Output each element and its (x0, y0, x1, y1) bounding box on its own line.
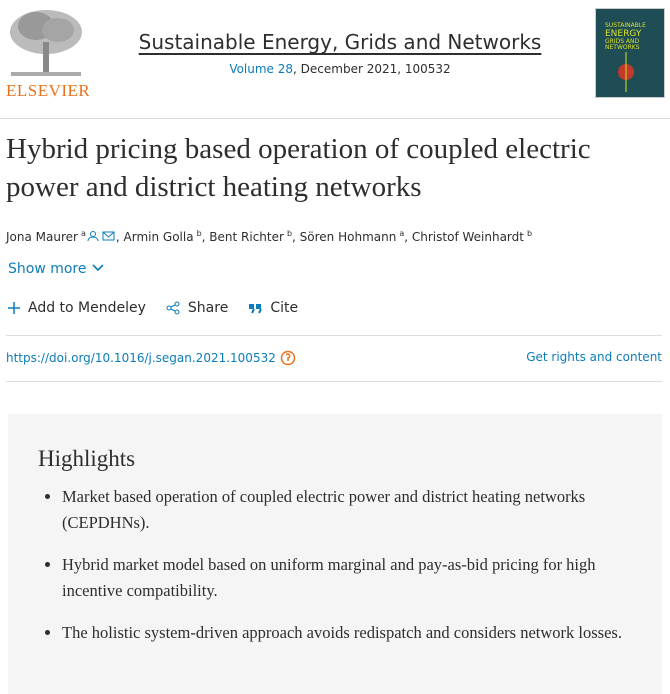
separator: , (404, 230, 409, 244)
affiliation-mark: a (399, 229, 405, 238)
plus-icon (8, 302, 20, 314)
affiliation-mark: b (196, 229, 202, 238)
cover-text: GRIDS AND (605, 37, 640, 45)
highlights-box: Highlights Market based operation of cou… (8, 414, 662, 694)
affiliation-mark: a (80, 229, 86, 238)
divider (6, 381, 662, 382)
action-bar: Add to Mendeley Share Cite (8, 300, 298, 316)
show-more[interactable]: Show more (8, 261, 105, 277)
cover-text: NETWORKS (605, 44, 640, 51)
journal-name[interactable]: Sustainable Energy, Grids and Networks (138, 30, 542, 54)
open-access-icon (280, 350, 296, 366)
action-label[interactable]: Add to Mendeley (28, 300, 146, 316)
separator: , (292, 230, 296, 244)
show-more-label[interactable]: Show more (8, 261, 87, 277)
author-list: Jona Maurer a, Armin Golla b, Bent Richter… (6, 229, 532, 244)
author-icons (87, 231, 115, 242)
quote-icon (249, 304, 263, 314)
divider (6, 335, 662, 336)
doi: https://doi.org/10.1016/j.segan.2021.100… (6, 350, 296, 366)
volume-line: Volume 28, December 2021, 100532 (0, 62, 670, 76)
cover-text: SUSTAINABLE (605, 22, 646, 29)
publisher-logo (10, 10, 82, 76)
separator: , (115, 230, 120, 244)
highlights-heading: Highlights (38, 446, 136, 471)
volume-details: , December 2021, 100532 (293, 62, 451, 76)
doi-link[interactable]: https://doi.org/10.1016/j.segan.2021.100… (6, 351, 276, 365)
highlights-list: Market based operation of coupled electr… (38, 484, 632, 662)
separator: , (201, 230, 206, 244)
author-name[interactable]: Jona Maurer (6, 230, 78, 244)
publisher-name: ELSEVIER (6, 81, 91, 100)
chevron-icon (92, 264, 104, 272)
action-label[interactable]: Cite (270, 300, 299, 316)
cover-text: ENERGY (605, 28, 642, 39)
author-name[interactable]: Bent Richter (209, 230, 284, 244)
divider (0, 118, 670, 119)
author-name[interactable]: Armin Golla (123, 230, 194, 244)
mendeley-button[interactable]: Add to Mendeley (8, 300, 146, 316)
action-label[interactable]: Share (187, 300, 229, 316)
cover-art (618, 51, 634, 92)
article-title: Hybrid pricing based operation of couple… (6, 133, 591, 203)
affiliation-mark: b (526, 229, 533, 238)
journal-cover[interactable]: SUSTAINABLE ENERGY GRIDS AND NETWORKS (595, 8, 665, 98)
cite-button[interactable]: Cite (248, 300, 298, 316)
author-name[interactable]: Sören Hohmann (299, 230, 397, 244)
affiliation-mark: b (286, 229, 293, 238)
highlight-item: The holistic system-driven approach avoi… (62, 620, 632, 646)
rights-link[interactable]: Get rights and content (526, 350, 662, 364)
volume-link[interactable]: Volume 28 (229, 62, 294, 76)
highlight-item: Market based operation of coupled electr… (62, 484, 632, 536)
author-name[interactable]: Christof Weinhardt (411, 230, 524, 244)
share-icon (166, 301, 180, 315)
highlight-item: Hybrid market model based on uniform mar… (62, 552, 632, 604)
share-button[interactable]: Share (166, 300, 228, 316)
